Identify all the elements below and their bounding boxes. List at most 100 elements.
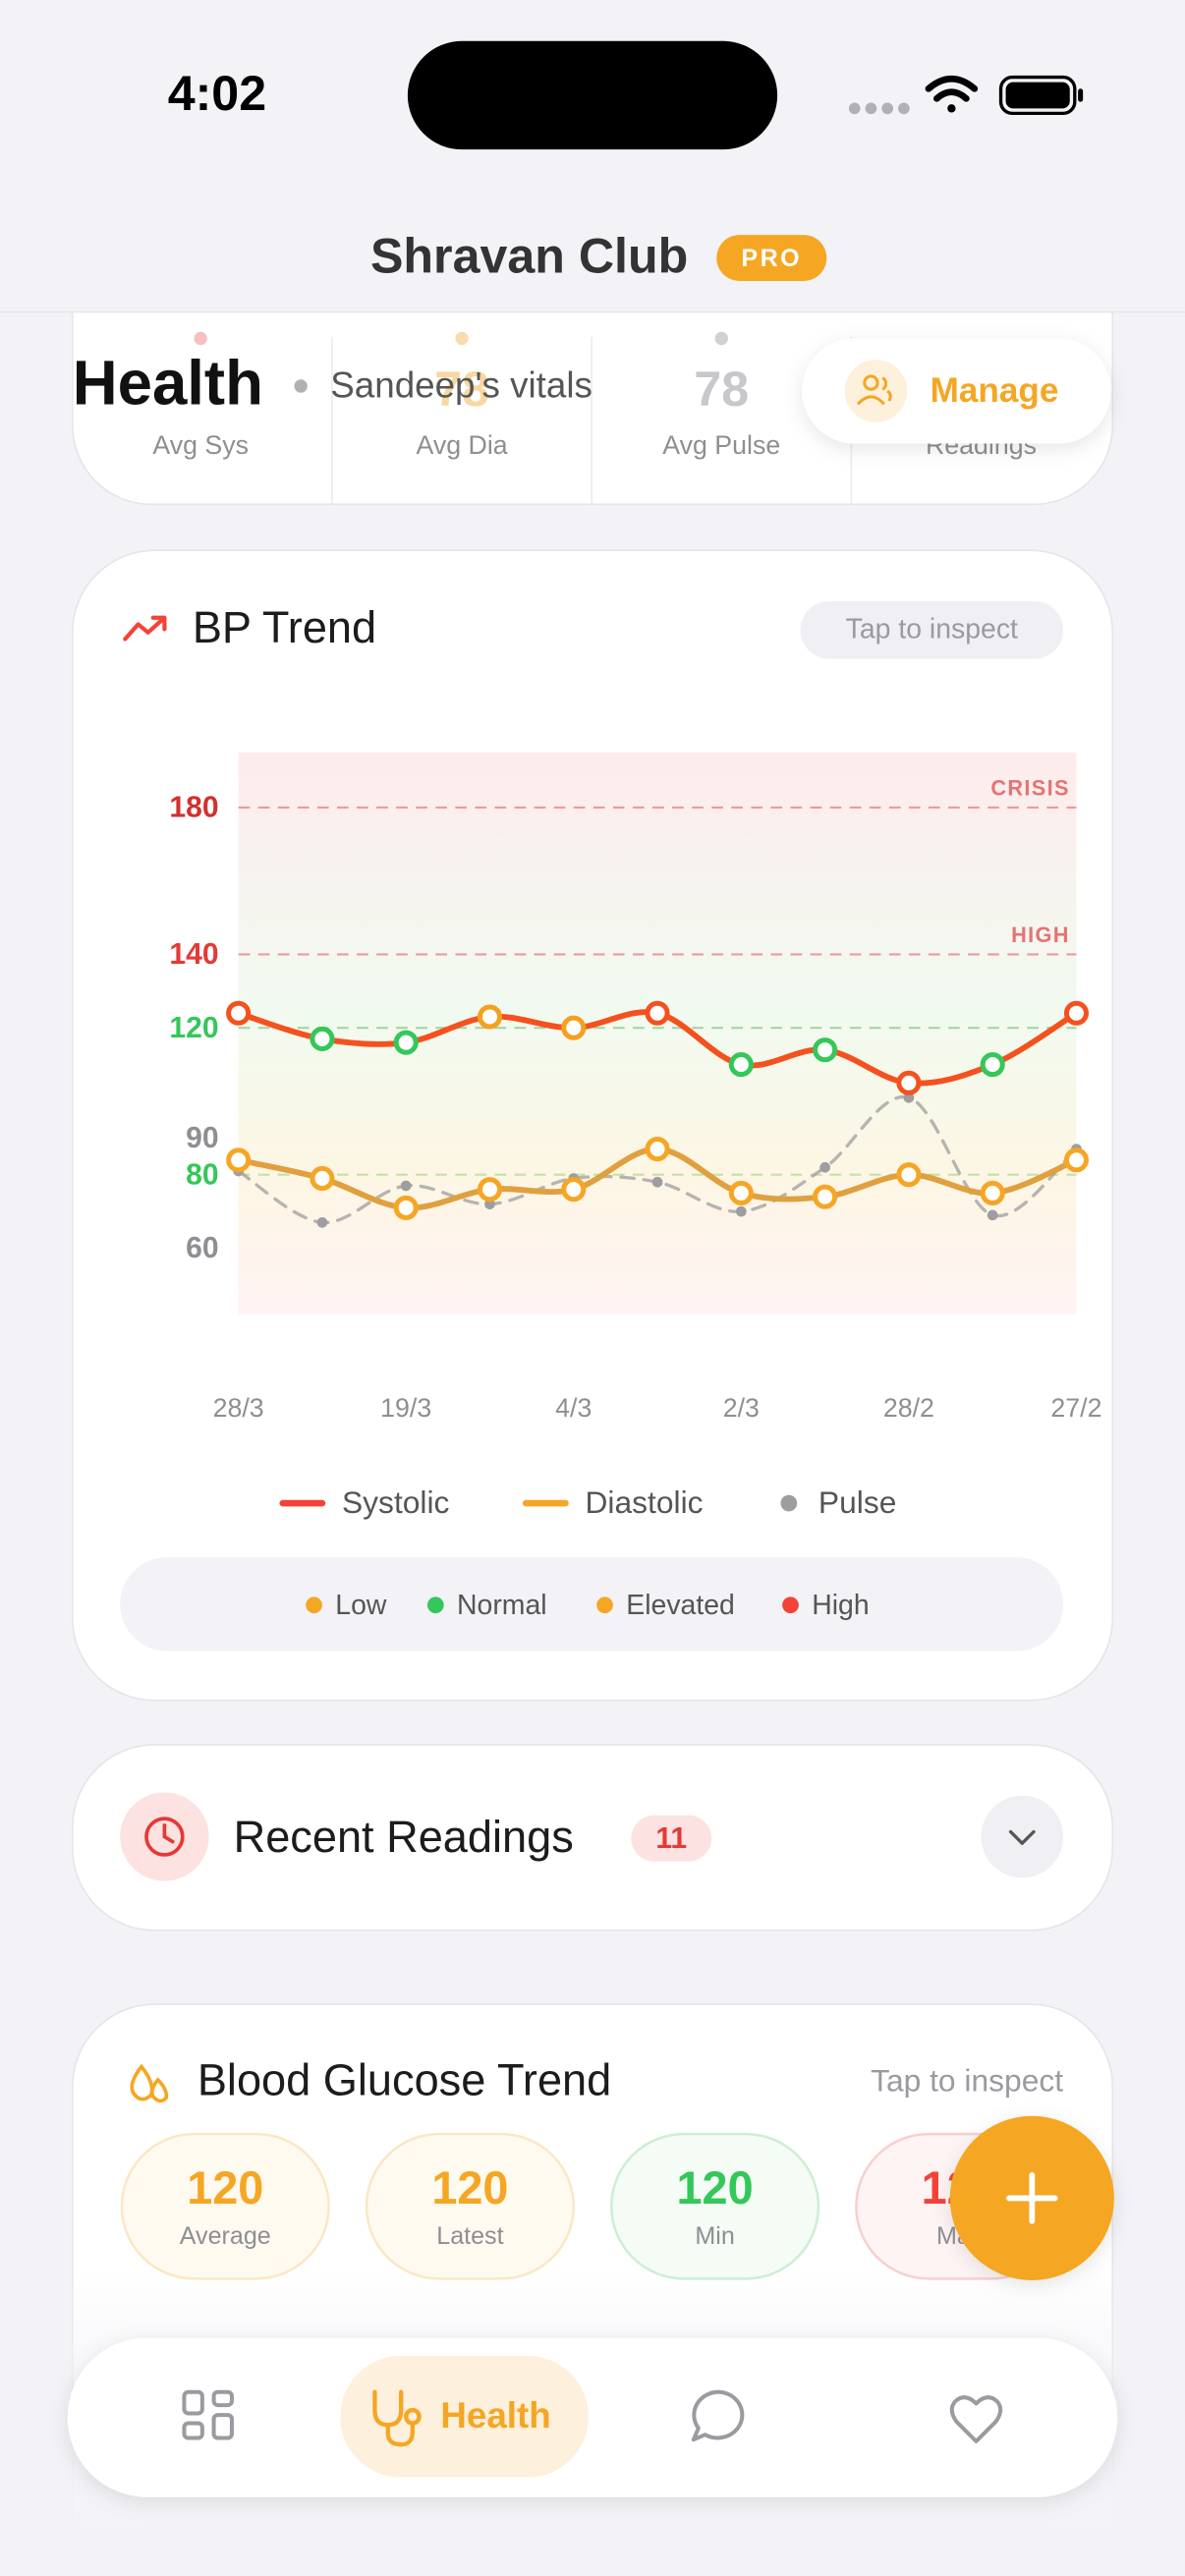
page-subtitle: Sandeep's vitals — [330, 364, 592, 405]
data-point — [393, 1195, 419, 1220]
data-point — [813, 1184, 838, 1209]
pulse-point — [400, 1180, 412, 1192]
data-point — [896, 1162, 922, 1188]
signal-icon — [848, 102, 910, 115]
bp-card: BP Trend Tap to inspect CRISIS HIGH 60 80 90… — [71, 549, 1114, 1702]
x-tick-label: 4/3 — [555, 1393, 592, 1423]
manage-text[interactable]: Manage — [931, 371, 1059, 410]
chevron-icon — [1008, 1829, 1036, 1845]
header-title: Shravan Club — [370, 228, 688, 283]
status-dot — [782, 1596, 799, 1614]
people-icon — [856, 374, 892, 406]
glucose-stat-label: Average — [180, 2222, 271, 2250]
glucose-stat-label: Min — [695, 2222, 734, 2250]
y-tick-label: 60 — [186, 1232, 218, 1264]
dashboard-tab[interactable] — [182, 2389, 234, 2440]
plus-icon — [1005, 2172, 1058, 2224]
status-legend-bg — [120, 1557, 1064, 1652]
stat-label: Avg Pulse — [662, 430, 780, 460]
card-bg[interactable] — [71, 1744, 1114, 1932]
data-point — [226, 1148, 252, 1173]
status-label: High — [812, 1590, 869, 1621]
page-title: Health — [73, 348, 263, 418]
legend-label: Systolic — [342, 1484, 450, 1520]
card-title: BP Trend — [193, 602, 376, 652]
pulse-point — [903, 1092, 915, 1103]
add-button[interactable] — [949, 2115, 1114, 2281]
manage-button[interactable]: Manage — [802, 338, 1111, 444]
status-label: Low — [335, 1590, 387, 1621]
separator-dot — [294, 379, 308, 393]
favorites-tab[interactable] — [949, 2395, 1003, 2443]
count-text: 11 — [655, 1822, 687, 1855]
manage-icon-bg — [844, 360, 908, 422]
pro-badge-text: PRO — [741, 245, 802, 272]
status-label: Normal — [457, 1590, 547, 1621]
glucose-stat-value: 120 — [431, 2162, 508, 2213]
data-point — [980, 1052, 1005, 1078]
data-point — [728, 1052, 754, 1078]
x-tick-label: 19/3 — [380, 1393, 431, 1423]
stat-value: 78 — [694, 362, 749, 417]
reference-label: CRISIS — [990, 775, 1069, 800]
status-label: Elevated — [626, 1590, 735, 1621]
expand-button[interactable] — [981, 1795, 1064, 1878]
data-point — [645, 1137, 670, 1162]
reference-label: HIGH — [1011, 923, 1070, 947]
y-tick-label: 140 — [169, 938, 218, 971]
data-point — [561, 1177, 587, 1203]
data-point — [477, 1177, 503, 1203]
y-tick-label: 90 — [186, 1122, 218, 1154]
data-point — [310, 1165, 335, 1191]
pulse-point — [651, 1176, 663, 1188]
pulse-point — [316, 1216, 328, 1228]
pulse-point — [987, 1209, 998, 1221]
inspect-text[interactable]: Tap to inspect — [871, 2063, 1063, 2099]
health-tab-label[interactable]: Health — [440, 2395, 550, 2436]
stat-value: 78 — [434, 362, 489, 417]
inspect-text[interactable]: Tap to inspect — [846, 614, 1018, 645]
glucose-stat-value: 120 — [187, 2162, 263, 2213]
y-tick-label: 180 — [169, 792, 218, 824]
chat-tab[interactable] — [691, 2389, 745, 2442]
count-badge — [631, 1815, 712, 1862]
stat-dot — [714, 331, 728, 346]
data-point — [310, 1026, 335, 1051]
legend-label: Diastolic — [585, 1484, 703, 1520]
plot-area — [238, 752, 1077, 1315]
x-tick-label: 2/3 — [723, 1393, 760, 1423]
legend-label: Pulse — [818, 1484, 896, 1520]
tab-bar: Health — [67, 2337, 1118, 2497]
x-tick-label: 27/2 — [1050, 1393, 1101, 1423]
drops-icon — [130, 2063, 169, 2103]
status-dot — [306, 1596, 322, 1614]
pulse-point — [735, 1205, 747, 1217]
data-point — [813, 1037, 838, 1063]
data-point — [980, 1180, 1005, 1205]
health-tab-bg[interactable] — [340, 2355, 589, 2478]
data-point — [393, 1030, 419, 1055]
x-tick-label: 28/2 — [883, 1393, 934, 1423]
y-tick-label: 120 — [169, 1012, 218, 1044]
tab-bar-bg — [67, 2337, 1118, 2497]
data-point — [645, 1000, 670, 1026]
clock-icon — [144, 1817, 185, 1857]
stat-dot — [455, 331, 469, 346]
wifi-icon — [925, 75, 979, 113]
stat-dot — [194, 331, 207, 346]
data-point — [226, 1000, 252, 1026]
recent-card[interactable]: Recent Readings 11 — [71, 1744, 1114, 1932]
data-point — [1063, 1000, 1090, 1026]
pulse-point — [484, 1199, 495, 1209]
data-point — [1063, 1148, 1090, 1173]
inspect-pill[interactable] — [800, 601, 1064, 659]
status-dot — [596, 1596, 613, 1614]
card-title: Recent Readings — [234, 1812, 574, 1862]
trend-icon — [123, 615, 167, 642]
status-time: 4:02 — [168, 66, 266, 121]
pulse-line — [236, 1094, 1079, 1224]
dynamic-island — [407, 40, 778, 150]
legend-swatch — [780, 1494, 798, 1512]
pro-badge — [716, 235, 827, 281]
